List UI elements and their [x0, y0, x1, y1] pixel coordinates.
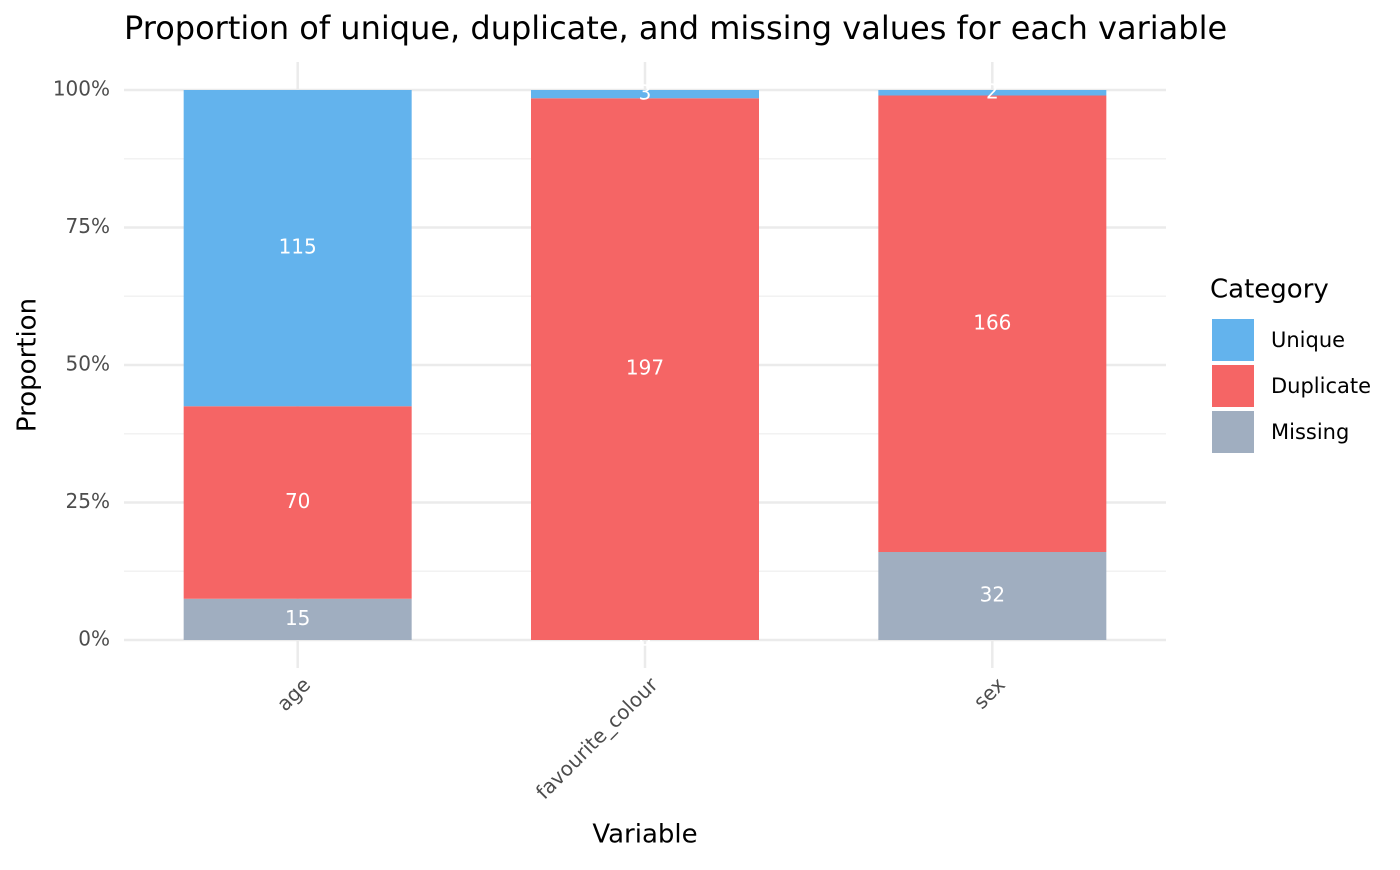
legend-swatch	[1212, 411, 1254, 453]
bar-segment	[878, 552, 1107, 640]
x-axis-title: Variable	[592, 820, 697, 850]
legend-swatch	[1212, 365, 1254, 407]
bar-segment	[878, 95, 1107, 552]
x-tick-label: age	[272, 672, 315, 715]
legend-title: Category	[1210, 275, 1329, 305]
data-label: 15	[285, 606, 310, 630]
data-label: 32	[980, 583, 1005, 607]
bar-segment	[183, 90, 412, 407]
bar-segment	[183, 406, 412, 599]
data-label: 166	[973, 310, 1011, 334]
bar-segment	[183, 598, 412, 640]
bar-segment	[531, 90, 759, 99]
y-tick-label: 75%	[66, 214, 110, 238]
data-label: 3	[639, 81, 652, 105]
chart-title: Proportion of unique, duplicate, and mis…	[124, 9, 1227, 47]
y-tick-label: 0%	[78, 627, 110, 651]
x-tick-label: sex	[969, 672, 1010, 713]
y-tick-label: 50%	[66, 352, 110, 376]
bars: 157011501973321662	[183, 79, 1107, 651]
x-tick-label: favourite_colour	[531, 672, 663, 804]
bar-segment	[878, 90, 1107, 96]
data-label: 70	[285, 489, 310, 513]
y-tick-label: 25%	[66, 489, 110, 513]
legend-swatch	[1212, 319, 1254, 361]
y-tick-label: 100%	[53, 77, 110, 101]
legend-label: Unique	[1271, 328, 1345, 352]
data-label: 115	[279, 235, 317, 259]
y-axis-title: Proportion	[13, 298, 43, 432]
bar-segment	[531, 98, 759, 640]
data-label: 2	[986, 79, 999, 103]
data-label: 197	[626, 356, 664, 380]
legend-label: Missing	[1271, 420, 1349, 444]
legend-label: Duplicate	[1271, 374, 1371, 398]
